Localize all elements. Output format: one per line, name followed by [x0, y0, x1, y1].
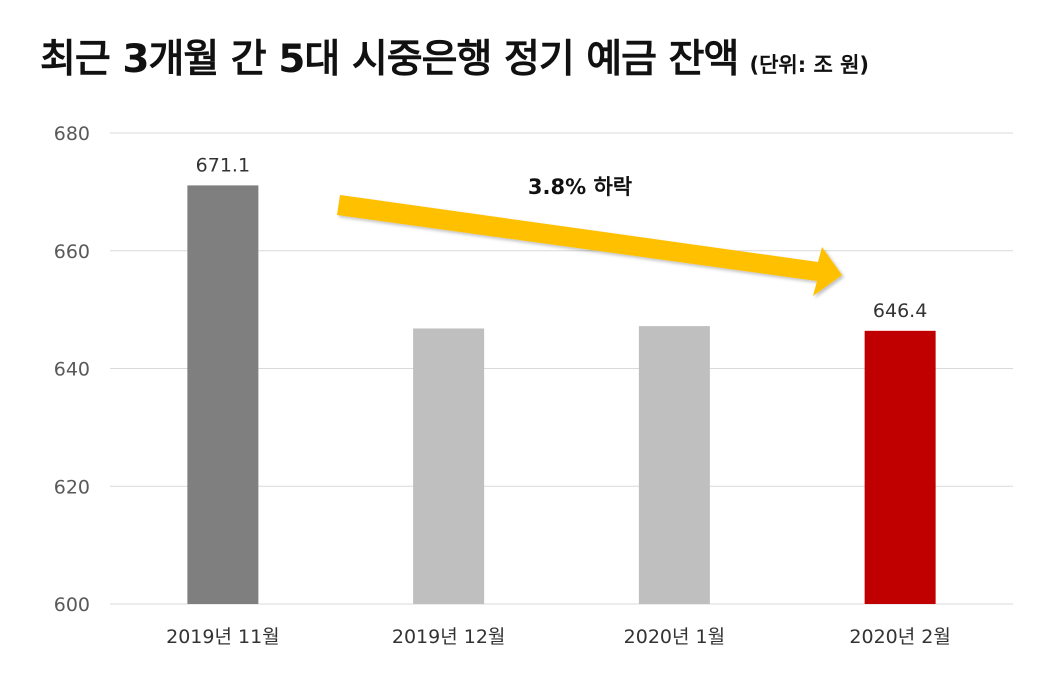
y-axis-ticks: 600 620 640 660 680: [54, 123, 90, 616]
data-label: 646.4: [873, 300, 927, 322]
x-category-label: 2020년 2월: [849, 626, 950, 648]
bar: [413, 328, 485, 604]
x-category-label: 2020년 1월: [624, 626, 725, 648]
decline-annotation: 3.8% 하락: [528, 175, 632, 199]
x-category-label: 2019년 12월: [392, 626, 506, 648]
bars: [187, 185, 936, 604]
x-axis-categories: 2019년 11월 2019년 12월 2020년 1월 2020년 2월: [166, 626, 951, 648]
bar: [638, 326, 710, 604]
bar: [864, 330, 936, 604]
x-category-label: 2019년 11월: [166, 626, 280, 648]
y-tick-label: 620: [54, 476, 90, 498]
chart-header: 최근 3개월 간 5대 시중은행 정기 예금 잔액 (단위: 조 원): [40, 28, 869, 84]
chart-title: 최근 3개월 간 5대 시중은행 정기 예금 잔액: [40, 37, 739, 82]
y-tick-label: 640: [54, 359, 90, 381]
bar: [187, 185, 259, 604]
decline-arrow: [337, 195, 842, 296]
y-tick-label: 600: [54, 594, 90, 616]
data-labels: 671.1 646.4: [196, 154, 928, 321]
grid-lines: [110, 132, 1013, 605]
y-tick-label: 660: [54, 241, 90, 263]
y-tick-label: 680: [54, 123, 90, 145]
data-label: 671.1: [196, 154, 250, 176]
unit-label: (단위: 조 원): [749, 53, 870, 77]
